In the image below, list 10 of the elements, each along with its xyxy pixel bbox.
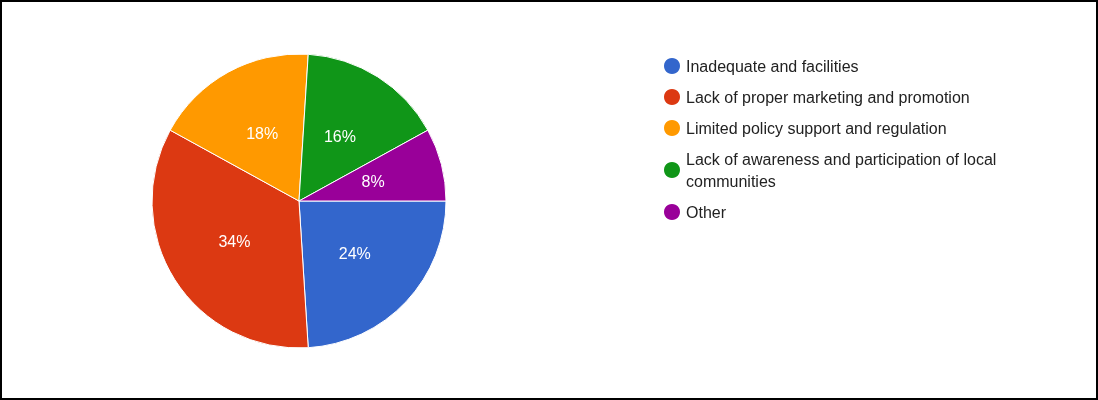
data-label: 18% (246, 125, 279, 143)
legend-label: Lack of proper marketing and promotion (686, 88, 970, 106)
data-label: 34% (218, 233, 251, 251)
legend-label: Lack of awareness and participation of local communities (686, 150, 1001, 190)
data-label: 8% (361, 173, 385, 191)
legend-label: Limited policy support and regulation (686, 119, 947, 137)
legend-label: Other (686, 203, 727, 221)
data-label: 16% (323, 127, 357, 145)
data-label: 24% (338, 244, 371, 262)
legend-label: Inadequate and facilities (686, 57, 859, 75)
